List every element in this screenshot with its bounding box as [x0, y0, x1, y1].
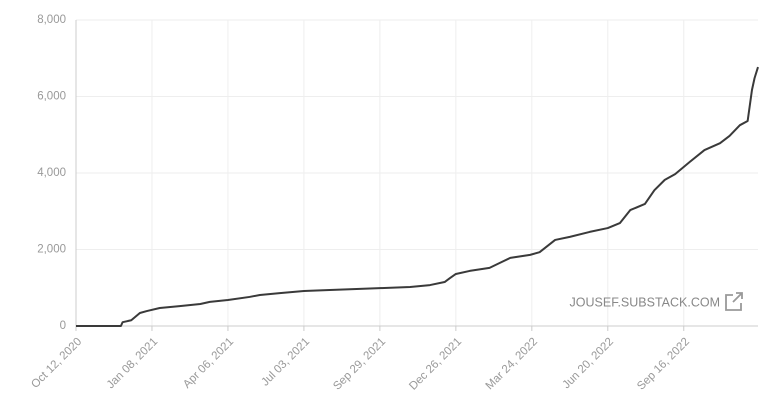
x-tick-label: Oct 12, 2020 [29, 336, 84, 391]
x-tick-label: Jun 20, 2022 [561, 336, 617, 392]
y-tick-label: 0 [60, 320, 66, 332]
x-tick-label: Sep 29, 2021 [331, 336, 388, 393]
y-tick-label: 6,000 [37, 91, 66, 103]
x-tick-label: Mar 24, 2022 [484, 336, 540, 392]
data-line [76, 66, 759, 327]
x-tick-label: Sep 16, 2022 [635, 336, 692, 393]
x-tick-label: Jan 08, 2021 [105, 336, 161, 392]
x-tick-label: Apr 06, 2021 [181, 336, 236, 391]
axes: 0 2,000 4,000 6,000 8,000 Oct 12, 2020 Jan 08,… [29, 14, 759, 393]
x-tick-label: Dec 26, 2021 [407, 336, 464, 393]
y-tick-label: 8,000 [37, 14, 66, 26]
x-tick-label: Jul 03, 2021 [259, 336, 312, 389]
y-tick-label: 4,000 [37, 167, 66, 179]
y-tick-label: 2,000 [37, 244, 66, 256]
watermark: JOUSEF.SUBSTACK.COM [570, 295, 720, 309]
external-link-icon[interactable] [725, 292, 743, 311]
